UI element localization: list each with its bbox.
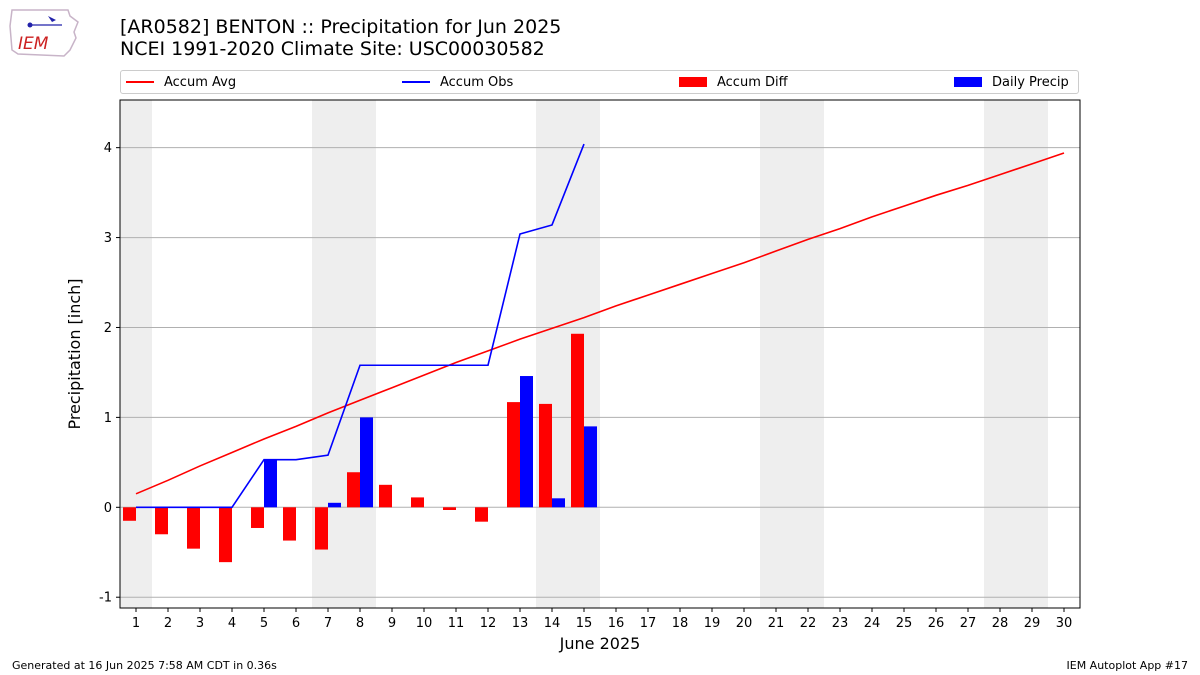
legend-item-accum-diff: Accum Diff — [679, 71, 788, 93]
accum-avg-line — [135, 152, 1065, 495]
x-tick-label: 21 — [768, 616, 785, 631]
accum-diff-bar — [411, 497, 424, 508]
accum-diff-bar — [219, 507, 232, 563]
x-tick-label: 30 — [1056, 616, 1073, 631]
legend-item-accum-obs: Accum Obs — [402, 71, 513, 93]
x-tick-label: 28 — [992, 616, 1009, 631]
x-tick-label: 4 — [228, 616, 236, 631]
x-tick-label: 3 — [196, 616, 204, 631]
daily-precip-bar — [360, 417, 373, 508]
legend-label-accum-obs: Accum Obs — [440, 74, 514, 90]
accum-diff-bar — [251, 507, 264, 528]
weekend-shade — [536, 100, 600, 608]
accum-obs-line — [136, 143, 585, 509]
x-tick-label: 27 — [960, 616, 977, 631]
x-tick-label: 15 — [576, 616, 593, 631]
accum-diff-bar — [443, 507, 456, 510]
x-axis-label: June 2025 — [559, 634, 641, 653]
x-tick-label: 1 — [132, 616, 140, 631]
x-tick-label: 2 — [164, 616, 172, 631]
accum-diff-bar — [187, 507, 200, 549]
legend-item-accum-avg: Accum Avg — [126, 71, 236, 93]
legend-item-daily-precip: Daily Precip — [954, 71, 1069, 93]
x-tick-label: 13 — [512, 616, 529, 631]
plot-frame — [119, 99, 1081, 609]
iem-logo: IEM — [9, 9, 79, 57]
x-tick-label: 26 — [928, 616, 945, 631]
x-tick-label: 7 — [324, 616, 332, 631]
app-credit: IEM Autoplot App #17 — [1066, 659, 1189, 672]
x-tick-label: 16 — [608, 616, 625, 631]
legend-swatch-accum-obs — [402, 81, 430, 83]
x-tick-label: 17 — [640, 616, 657, 631]
legend-swatch-accum-avg — [126, 81, 154, 83]
x-tick-label: 18 — [672, 616, 689, 631]
chart-legend: Accum Avg Accum Obs Accum Diff Daily Pre… — [120, 70, 1079, 94]
x-tick-label: 25 — [896, 616, 913, 631]
daily-precip-bar — [328, 502, 341, 508]
x-tick-label: 6 — [292, 616, 300, 631]
x-tick-label: 9 — [388, 616, 396, 631]
legend-swatch-accum-diff — [679, 77, 707, 87]
daily-precip-bar — [552, 498, 565, 508]
accum-diff-bar — [315, 507, 328, 550]
x-tick-label: 19 — [704, 616, 721, 631]
accum-diff-bar — [347, 472, 360, 508]
weekend-shade — [984, 100, 1048, 608]
y-tick-label: 1 — [104, 411, 112, 426]
accum-diff-bar — [507, 402, 520, 508]
x-tick-label: 24 — [864, 616, 881, 631]
y-tick-label: 3 — [104, 231, 112, 246]
y-tick-label: 2 — [104, 321, 112, 336]
x-tick-label: 11 — [448, 616, 465, 631]
title-line-1: [AR0582] BENTON :: Precipitation for Jun… — [120, 16, 562, 38]
chart-title: [AR0582] BENTON :: Precipitation for Jun… — [120, 16, 561, 60]
legend-label-accum-avg: Accum Avg — [164, 74, 237, 90]
x-tick-label: 10 — [416, 616, 433, 631]
x-tick-label: 8 — [356, 616, 364, 631]
accum-diff-bar — [123, 507, 136, 521]
x-tick-label: 29 — [1024, 616, 1041, 631]
x-tick-label: 22 — [800, 616, 817, 631]
x-tick-label: 12 — [480, 616, 497, 631]
x-tick-label: 23 — [832, 616, 849, 631]
weekend-shade — [760, 100, 824, 608]
x-tick-label: 5 — [260, 616, 268, 631]
legend-label-accum-diff: Accum Diff — [717, 74, 788, 90]
weekend-shade — [120, 100, 152, 608]
accum-diff-bar — [539, 403, 552, 508]
x-tick-label: 20 — [736, 616, 753, 631]
daily-precip-bar — [584, 426, 597, 508]
accum-diff-bar — [571, 333, 584, 508]
accum-diff-bar — [475, 507, 488, 522]
y-axis-label: Precipitation [inch] — [65, 278, 84, 429]
y-tick-label: 0 — [104, 501, 112, 516]
legend-swatch-daily-precip — [954, 77, 982, 87]
daily-precip-bar — [264, 459, 277, 508]
y-tick-label: 4 — [104, 141, 112, 156]
legend-label-daily-precip: Daily Precip — [992, 74, 1069, 90]
accum-diff-bar — [379, 484, 392, 508]
accum-diff-bar — [283, 507, 296, 541]
y-tick-label: -1 — [99, 591, 112, 606]
iowa-outline-icon — [9, 9, 79, 57]
logo-text: IEM — [18, 34, 49, 54]
x-tick-label: 14 — [544, 616, 561, 631]
title-line-2: NCEI 1991-2020 Climate Site: USC00030582 — [120, 38, 545, 60]
generated-timestamp: Generated at 16 Jun 2025 7:58 AM CDT in … — [12, 659, 277, 672]
daily-precip-bar — [520, 376, 533, 508]
accum-diff-bar — [155, 507, 168, 535]
